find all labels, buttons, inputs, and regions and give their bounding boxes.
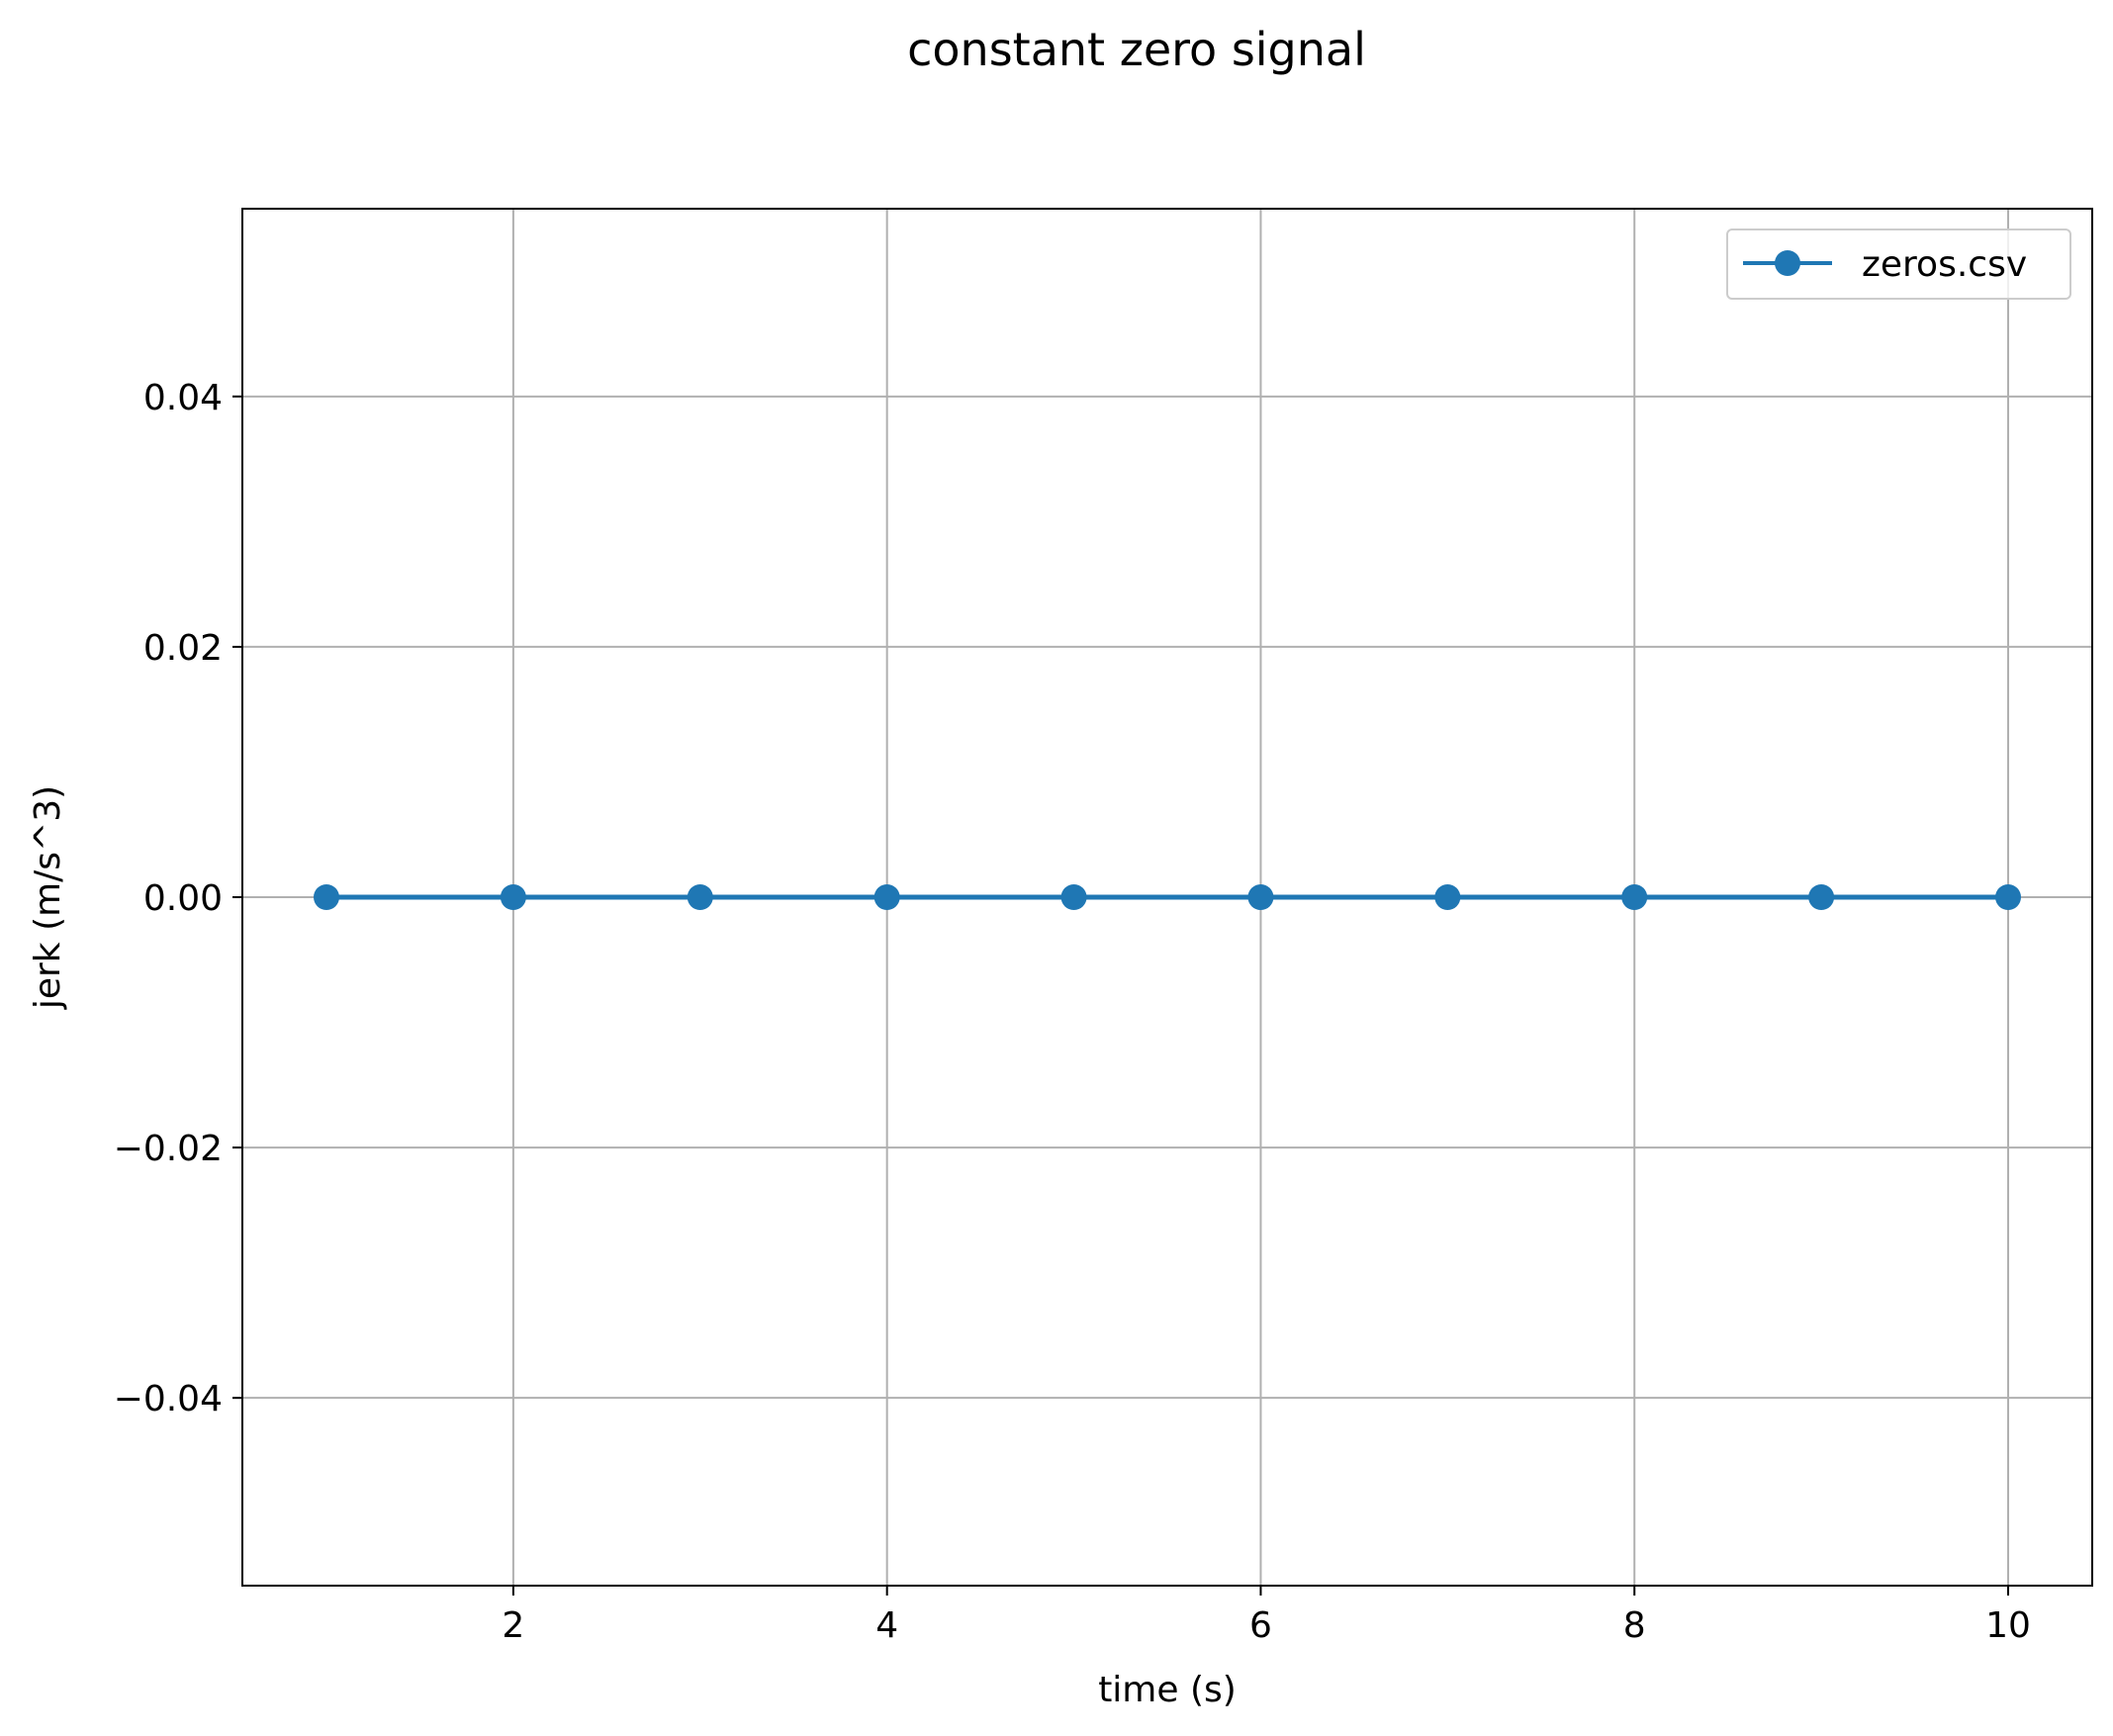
y-axis: −0.04 −0.02 0.00 0.02 0.04 — [114, 378, 242, 1419]
data-point — [1808, 884, 1835, 910]
data-point — [500, 884, 526, 910]
data-point — [1247, 884, 1274, 910]
data-point — [1621, 884, 1648, 910]
chart-title: constant zero signal — [907, 23, 1366, 76]
y-tick-label: 0.04 — [143, 378, 223, 418]
y-axis-label: jerk (m/s^3) — [28, 785, 68, 1010]
x-tick-label: 2 — [502, 1605, 524, 1646]
data-point — [1995, 884, 2021, 910]
legend-marker — [1775, 250, 1800, 276]
x-axis-label: time (s) — [1098, 1670, 1237, 1710]
x-tick-label: 10 — [1985, 1605, 2031, 1646]
y-tick-label: −0.04 — [114, 1379, 223, 1419]
x-tick-label: 8 — [1623, 1605, 1646, 1646]
x-tick-label: 4 — [875, 1605, 898, 1646]
data-point — [873, 884, 900, 910]
y-tick-label: 0.00 — [143, 878, 223, 919]
x-axis: 2 4 6 8 10 — [502, 1586, 2031, 1646]
series-layer — [314, 884, 2021, 910]
y-tick-label: −0.02 — [114, 1129, 223, 1169]
y-tick-label: 0.02 — [143, 628, 223, 669]
data-point — [1434, 884, 1461, 910]
data-point — [1060, 884, 1087, 910]
legend: zeros.csv — [1726, 228, 2071, 300]
x-tick-label: 6 — [1249, 1605, 1272, 1646]
data-point — [314, 884, 339, 910]
legend-box — [1726, 228, 2071, 300]
legend-label: zeros.csv — [1862, 244, 2027, 285]
data-point — [687, 884, 713, 910]
